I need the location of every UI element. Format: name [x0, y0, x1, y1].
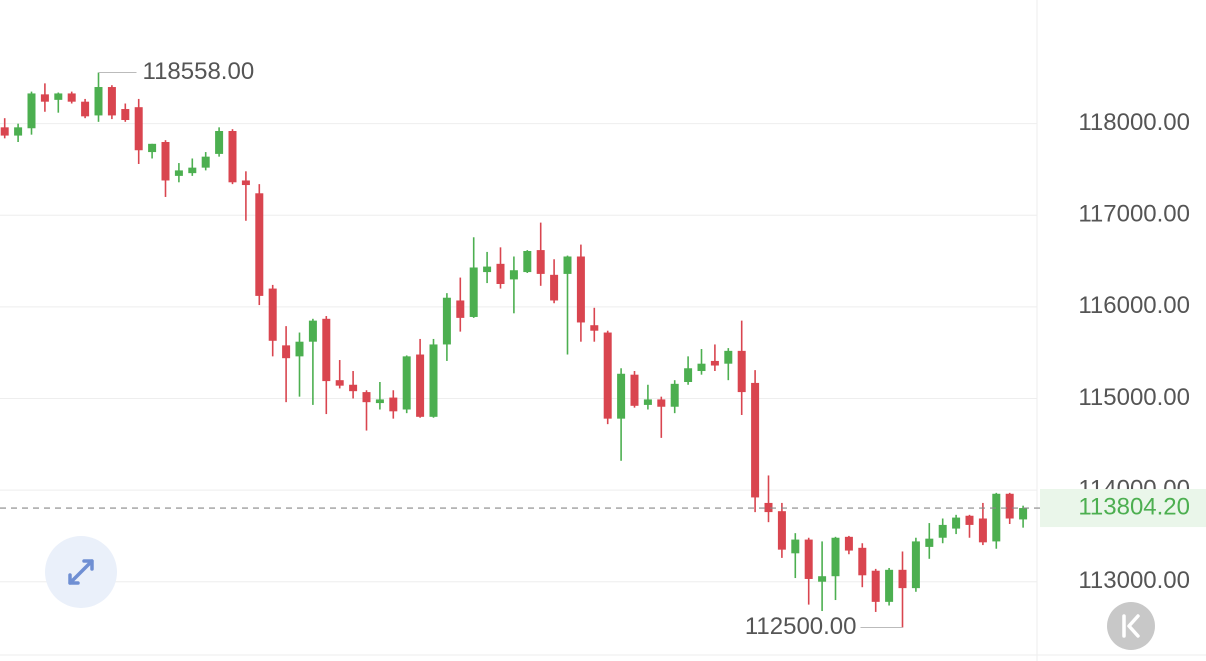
last-price-label: 113804.20 — [1078, 493, 1190, 520]
y-tick-label: 116000.00 — [1078, 292, 1190, 319]
candle-body — [67, 93, 76, 102]
candle-body — [911, 541, 920, 589]
candle-body — [563, 256, 572, 274]
candle-body — [1005, 493, 1014, 519]
candle-body — [241, 180, 250, 186]
candle-body — [844, 536, 853, 551]
min-label: 112500.00 — [745, 613, 857, 640]
candle-body — [442, 297, 451, 345]
candle-body — [148, 143, 157, 153]
candle-body — [724, 350, 733, 364]
candle-body — [483, 266, 492, 273]
plot-area: 113000.00114000.00115000.00116000.001170… — [0, 58, 1206, 640]
last-price-badge — [1040, 489, 1206, 528]
candle-body — [349, 384, 358, 392]
candle-body — [201, 156, 210, 168]
candle-body — [27, 93, 36, 129]
candle-body — [617, 373, 626, 419]
candle-body — [282, 345, 291, 359]
candle-body — [215, 131, 224, 154]
candle-body — [938, 524, 947, 538]
candle-body — [1019, 508, 1028, 520]
candle-body — [402, 356, 411, 410]
candle-body — [657, 399, 666, 407]
candle-body — [416, 354, 425, 417]
candle-body — [804, 539, 813, 579]
candle-body — [791, 539, 800, 554]
candle-body — [188, 167, 197, 174]
candle-body — [335, 380, 344, 386]
candle-body — [0, 127, 9, 136]
candle-body — [818, 576, 827, 582]
candle-body — [362, 392, 371, 403]
candle-body — [603, 332, 612, 419]
candle-body — [764, 502, 773, 513]
candle-body — [925, 538, 934, 547]
candle-body — [161, 141, 170, 181]
candle-body — [81, 101, 90, 117]
candle-body — [751, 382, 760, 498]
candle-body — [697, 363, 706, 372]
candle-body — [871, 570, 880, 602]
candle-body — [255, 193, 264, 296]
candle-body — [670, 383, 679, 407]
candle-body — [710, 360, 719, 366]
candle-body — [550, 274, 559, 301]
scroll-to-latest-button[interactable] — [1107, 602, 1155, 650]
candle-body — [322, 318, 331, 382]
candle-body — [992, 493, 1001, 542]
y-tick-label: 118000.00 — [1078, 109, 1190, 136]
candle-body — [54, 93, 63, 100]
candle-body — [831, 537, 840, 577]
candle-body — [268, 288, 277, 341]
candle-body — [94, 87, 103, 116]
candle-body — [590, 325, 599, 331]
candle-body — [40, 94, 49, 102]
candle-body — [14, 127, 23, 136]
candle-body — [523, 251, 532, 273]
candle-body — [228, 131, 237, 183]
candle-body — [295, 341, 304, 357]
candle-body — [952, 517, 961, 529]
candle-body — [885, 569, 894, 602]
candle-body — [134, 107, 143, 151]
candle-body — [121, 109, 130, 121]
candle-body — [389, 397, 398, 412]
candle-body — [777, 511, 786, 550]
candle-body — [375, 399, 384, 404]
expand-button[interactable] — [45, 536, 117, 608]
candle-body — [107, 87, 116, 116]
candle-body — [965, 515, 974, 525]
candle-body — [737, 350, 746, 393]
candle-body — [509, 270, 518, 280]
candle-body — [308, 320, 317, 342]
candle-body — [576, 256, 585, 323]
candle-body — [630, 374, 639, 406]
y-tick-label: 115000.00 — [1078, 384, 1190, 411]
candle-body — [978, 518, 987, 543]
candle-body — [429, 344, 438, 417]
candle-body — [456, 300, 465, 318]
candle-body — [174, 170, 183, 176]
candle-body — [643, 399, 652, 405]
y-tick-label: 117000.00 — [1078, 201, 1190, 228]
max-label: 118558.00 — [143, 58, 255, 85]
candle-body — [684, 368, 693, 383]
candle-body — [496, 263, 505, 284]
candle-body — [898, 569, 907, 589]
y-tick-label: 113000.00 — [1078, 567, 1190, 594]
candle-body — [469, 267, 478, 317]
candle-body — [858, 547, 867, 576]
candle-body — [536, 250, 545, 274]
